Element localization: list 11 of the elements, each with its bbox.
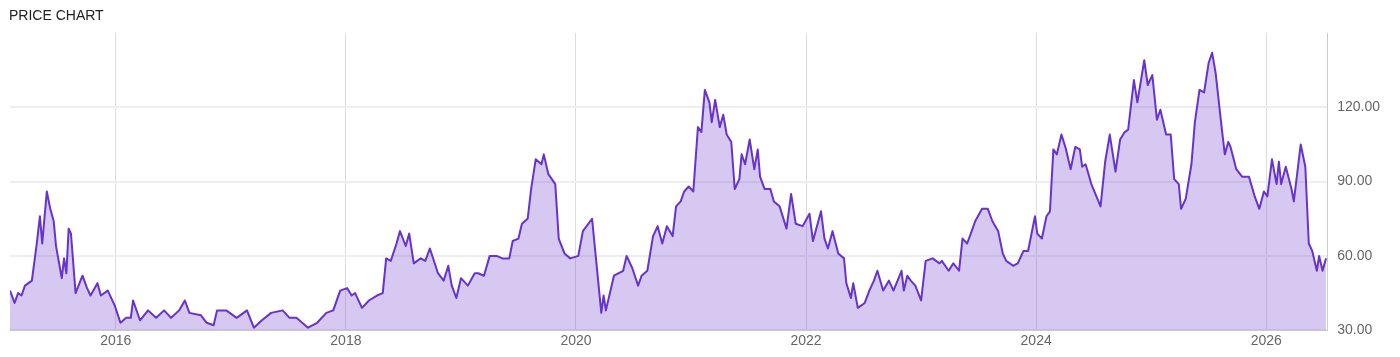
y-tick-label: 90.00: [1337, 172, 1373, 189]
x-tick-label: 2018: [330, 332, 362, 349]
x-tick-label: 2026: [1250, 332, 1282, 349]
x-tick-label: 2024: [1020, 332, 1052, 349]
y-tick-label: 60.00: [1337, 246, 1373, 263]
chart-title: PRICE CHART: [9, 7, 104, 23]
x-tick-label: 2016: [100, 332, 132, 349]
x-tick-label: 2022: [790, 332, 822, 349]
y-tick-label: 30.00: [1337, 321, 1373, 338]
y-tick-label: 120.00: [1337, 98, 1381, 115]
x-tick-label: 2020: [560, 332, 592, 349]
